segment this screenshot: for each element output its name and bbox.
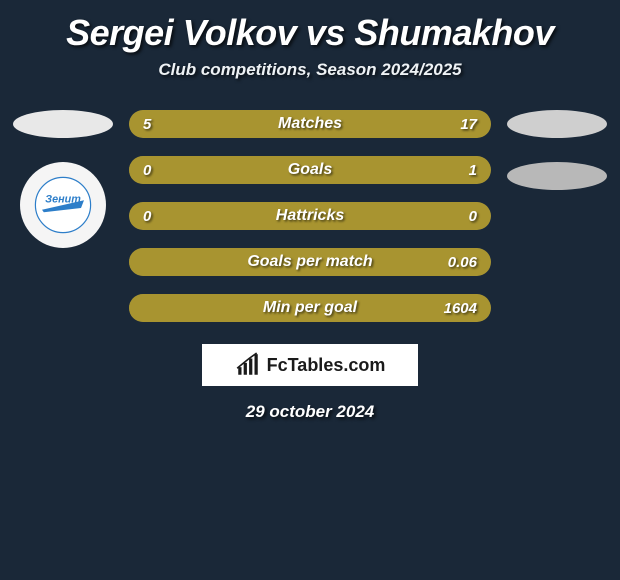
stat-row: 5 Matches 17 <box>129 110 491 138</box>
subtitle: Club competitions, Season 2024/2025 <box>0 60 620 110</box>
stat-right-value: 1604 <box>444 300 477 317</box>
stat-right-value: 1 <box>469 162 477 179</box>
chart-icon <box>235 352 261 378</box>
stat-row: 0 Goals 1 <box>129 156 491 184</box>
stat-right-value: 0 <box>469 208 477 225</box>
stat-label: Min per goal <box>263 299 357 317</box>
stat-row: 0 Hattricks 0 <box>129 202 491 230</box>
stat-bars: 5 Matches 17 0 Goals 1 0 Hattricks 0 Goals per ma… <box>123 110 497 322</box>
stat-left-value: 5 <box>143 116 151 133</box>
branding-text: FcTables.com <box>267 355 386 376</box>
stat-label: Goals <box>288 161 332 179</box>
stat-right-value: 17 <box>460 116 477 133</box>
bar-fill-right <box>212 110 491 138</box>
stat-row: Goals per match 0.06 <box>129 248 491 276</box>
stat-right-value: 0.06 <box>448 254 477 271</box>
player1-club-badge: Зенит <box>20 162 106 248</box>
content-area: Зенит 5 Matches 17 0 Goals 1 0 Hattricks 0 Goals … <box>0 110 620 322</box>
stat-label: Goals per match <box>247 253 372 271</box>
stat-left-value: 0 <box>143 208 151 225</box>
stat-left-value: 0 <box>143 162 151 179</box>
stat-row: Min per goal 1604 <box>129 294 491 322</box>
date-label: 29 october 2024 <box>0 402 620 422</box>
stat-label: Hattricks <box>276 207 344 225</box>
zenit-icon: Зенит <box>33 175 93 235</box>
branding-banner[interactable]: FcTables.com <box>202 344 418 386</box>
right-badges <box>497 110 617 322</box>
svg-text:Зенит: Зенит <box>45 194 81 206</box>
bar-fill-left <box>129 110 212 138</box>
left-badges: Зенит <box>3 110 123 322</box>
page-title: Sergei Volkov vs Shumakhov <box>0 0 620 60</box>
comparison-widget: Sergei Volkov vs Shumakhov Club competit… <box>0 0 620 422</box>
player2-flag-placeholder <box>507 110 607 138</box>
player1-flag-placeholder <box>13 110 113 138</box>
stat-label: Matches <box>278 115 342 133</box>
player2-club-placeholder <box>507 162 607 190</box>
